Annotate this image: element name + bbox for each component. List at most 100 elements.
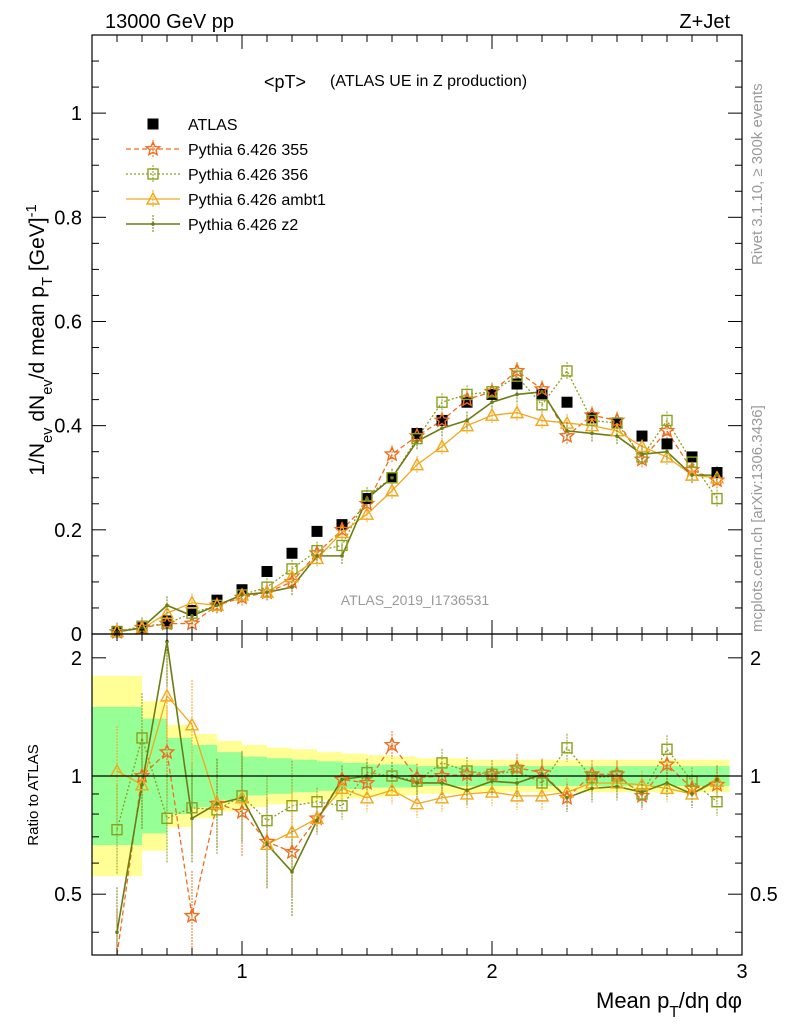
- marker-ambt1: [709, 470, 725, 484]
- marker-z2: [415, 439, 419, 444]
- analysis-watermark: ATLAS_2019_I1736531: [341, 592, 490, 608]
- legend-marker-atlas: [147, 118, 159, 130]
- series-markers: [108, 362, 726, 935]
- ratio-tick-label: 0.5: [54, 884, 82, 906]
- ratio-marker-p356: [436, 757, 448, 769]
- legend-item-ambt1: Pythia 6.426 ambt1: [126, 190, 326, 209]
- ratio-marker-ambt1: [434, 790, 450, 804]
- ratio-marker-p356: [536, 777, 548, 789]
- marker-z2: [565, 429, 569, 433]
- marker-ambt1: [384, 483, 400, 497]
- legend-marker-z2: [151, 222, 155, 226]
- marker-atlas: [261, 565, 273, 577]
- marker-ambt1: [159, 605, 175, 619]
- legend-marker-p356: [147, 168, 159, 180]
- marker-p356: [461, 388, 473, 401]
- marker-p356: [361, 490, 373, 502]
- ratio-marker-p356: [561, 742, 573, 754]
- y-tick-label: 0.4: [54, 416, 82, 438]
- ratio-marker-p355: [208, 794, 226, 811]
- ratio-marker-z2: [615, 784, 619, 789]
- marker-p355: [333, 521, 351, 537]
- ratio-tick-label-right: 2: [750, 648, 761, 670]
- legend-label-z2: Pythia 6.426 z2: [188, 217, 298, 234]
- marker-z2: [715, 473, 719, 477]
- x-tick-label: 3: [736, 961, 747, 983]
- marker-z2: [640, 452, 644, 457]
- ratio-marker-p355: [158, 743, 176, 760]
- ratio-marker-p356: [111, 823, 123, 836]
- marker-p356: [686, 456, 698, 468]
- marker-z2: [440, 426, 444, 431]
- ratio-marker-p355: [383, 736, 401, 753]
- marker-z2: [315, 554, 319, 558]
- marker-atlas: [286, 547, 298, 559]
- marker-p355: [383, 445, 401, 462]
- legend-marker-p355: [144, 140, 162, 157]
- marker-atlas: [436, 414, 448, 426]
- ratio-marker-ambt1: [634, 777, 650, 791]
- marker-atlas: [336, 519, 348, 531]
- ratio-marker-ambt1: [484, 784, 500, 798]
- marker-p355: [508, 362, 526, 379]
- ratio-marker-p356: [136, 732, 148, 744]
- ratio-marker-p355: [433, 767, 451, 784]
- ratio-tick-label-right: 0.5: [750, 884, 778, 906]
- marker-ambt1: [359, 506, 375, 520]
- ratio-marker-z2: [340, 777, 344, 782]
- marker-ambt1: [659, 449, 675, 463]
- y-tick-label: 1: [71, 103, 82, 125]
- ratio-marker-z2: [165, 639, 169, 644]
- legend-item-p356: Pythia 6.426 356: [126, 165, 308, 184]
- marker-atlas: [311, 525, 323, 537]
- marker-z2: [390, 475, 394, 480]
- ratio-marker-z2: [640, 790, 644, 794]
- ratio-marker-z2: [415, 781, 419, 785]
- series-lines: [116, 361, 718, 956]
- ratio-marker-ambt1: [684, 786, 700, 800]
- process-label: Z+Jet: [679, 11, 730, 33]
- ratio-marker-ambt1: [659, 780, 675, 795]
- marker-z2: [665, 449, 669, 454]
- ratio-marker-z2: [190, 816, 194, 821]
- legend-item-atlas: ATLAS: [147, 117, 238, 134]
- marker-z2: [465, 418, 469, 423]
- ratio-marker-ambt1: [709, 773, 725, 787]
- marker-ambt1: [684, 467, 700, 481]
- mcplots-label: mcplots.cern.ch [arXiv:1306.3436]: [749, 405, 766, 632]
- marker-p356: [661, 414, 673, 427]
- marker-p356: [386, 472, 398, 484]
- marker-ambt1: [484, 407, 500, 421]
- ratio-marker-p356: [161, 812, 173, 825]
- legend-label-p356: Pythia 6.426 356: [188, 167, 308, 184]
- legend-marker-ambt1: [145, 191, 161, 205]
- marker-z2: [515, 392, 519, 397]
- ratio-marker-ambt1: [209, 796, 225, 810]
- marker-p355: [433, 411, 451, 428]
- marker-atlas: [536, 388, 548, 400]
- ratio-marker-ambt1: [159, 688, 175, 702]
- legend-label-atlas: ATLAS: [188, 117, 238, 134]
- marker-ambt1: [459, 418, 475, 432]
- x-axis-label: Mean pT​/dη dφ: [596, 988, 742, 1021]
- rivet-label: Rivet 3.1.10, ≥ 300k events: [749, 83, 766, 265]
- marker-ambt1: [234, 587, 250, 601]
- marker-ambt1: [634, 439, 650, 453]
- ratio-marker-ambt1: [459, 786, 475, 800]
- ratio-marker-z2: [315, 818, 319, 823]
- ratio-marker-z2: [240, 796, 244, 800]
- ratio-tick-label: 1: [71, 766, 82, 788]
- marker-ambt1: [559, 415, 575, 429]
- marker-z2: [340, 554, 344, 558]
- marker-p356: [561, 365, 573, 377]
- marker-ambt1: [434, 439, 450, 453]
- y-tick-label: 0: [71, 624, 82, 646]
- marker-z2: [240, 593, 244, 597]
- ratio-marker-z2: [440, 781, 444, 785]
- ratio-marker-z2: [140, 782, 144, 787]
- ratio-marker-z2: [690, 792, 694, 796]
- marker-p355: [183, 614, 201, 631]
- marker-p356: [286, 563, 298, 575]
- marker-z2: [690, 473, 694, 477]
- marker-ambt1: [409, 457, 425, 471]
